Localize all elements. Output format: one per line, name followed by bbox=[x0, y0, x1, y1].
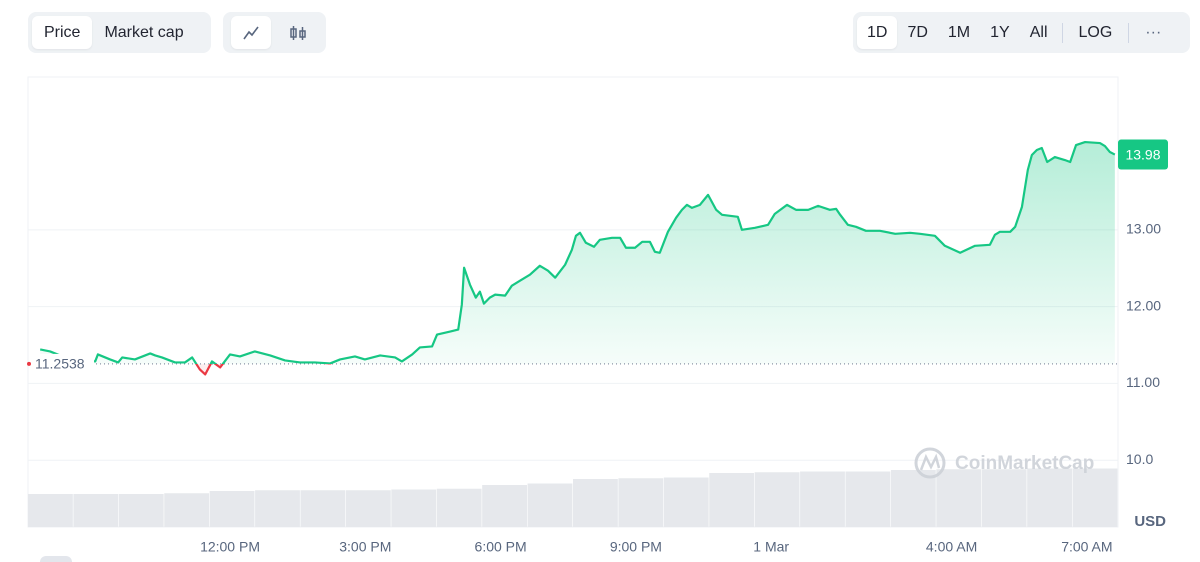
volume-bar bbox=[436, 488, 482, 527]
x-tick-label: 3:00 PM bbox=[339, 539, 391, 555]
watermark-logo bbox=[914, 447, 946, 479]
volume-bar bbox=[618, 478, 664, 527]
volume-bar bbox=[300, 490, 346, 527]
range-tab[interactable]: 1M bbox=[947, 24, 971, 41]
volume-bar bbox=[164, 493, 210, 527]
y-tick-label: 10.0 bbox=[1126, 451, 1153, 467]
range-tabs: 1D 7D 1M 1Y All LOG ··· bbox=[853, 12, 1190, 53]
watermark-text: CoinMarketCap bbox=[955, 453, 1094, 474]
volume-bar bbox=[73, 494, 119, 527]
range-tab[interactable]: 1D bbox=[857, 16, 898, 49]
separator bbox=[1061, 22, 1063, 43]
y-unit-label: USD bbox=[1134, 513, 1166, 530]
volume-bar bbox=[663, 477, 709, 527]
volume-bar bbox=[981, 469, 1027, 527]
watermark-logo-mark bbox=[919, 453, 941, 471]
chart-type-tabs bbox=[223, 12, 326, 53]
volume-bar bbox=[1072, 468, 1118, 527]
separator bbox=[1128, 22, 1130, 43]
more-button[interactable]: ··· bbox=[1145, 24, 1162, 41]
baseline-label: 11.2538 bbox=[35, 356, 85, 372]
range-tab[interactable]: All bbox=[1029, 24, 1048, 41]
candle-icon bbox=[290, 25, 306, 40]
x-tick-label: 9:00 PM bbox=[610, 539, 662, 555]
area-fill bbox=[40, 142, 1115, 375]
scroll-handle[interactable] bbox=[40, 556, 72, 562]
metric-tab[interactable]: Market cap bbox=[104, 24, 184, 41]
volume-bar bbox=[345, 490, 391, 527]
x-tick-label: 1 Mar bbox=[753, 539, 789, 555]
volume-bar bbox=[800, 471, 845, 527]
volume-bar bbox=[28, 494, 73, 527]
volume-bar bbox=[255, 490, 300, 527]
volume-bar bbox=[527, 483, 573, 527]
range-tab[interactable]: 7D bbox=[907, 24, 928, 41]
volume-bar bbox=[573, 479, 618, 527]
volume-bar bbox=[890, 470, 936, 527]
baseline-label-bg bbox=[32, 353, 94, 374]
line-icon bbox=[243, 26, 259, 40]
baseline-marker bbox=[27, 361, 31, 366]
line-chart-button[interactable] bbox=[230, 16, 271, 49]
volume-bar bbox=[709, 473, 755, 527]
volume-bar bbox=[936, 469, 982, 527]
metric-tabs: Price Market cap bbox=[28, 12, 211, 53]
y-tick-label: 12.00 bbox=[1126, 297, 1161, 313]
last-price-box bbox=[1118, 139, 1168, 170]
candle-chart-button[interactable] bbox=[278, 16, 318, 49]
price-line bbox=[39, 140, 1116, 376]
y-tick-label: 11.00 bbox=[1126, 374, 1160, 390]
volume-bar bbox=[209, 491, 255, 527]
volume-bar bbox=[118, 494, 164, 527]
x-tick-label: 6:00 PM bbox=[475, 539, 527, 555]
range-tab[interactable]: 1Y bbox=[990, 24, 1010, 41]
volume-bar bbox=[482, 485, 527, 527]
x-tick-label: 4:00 AM bbox=[926, 539, 977, 555]
volume-bar bbox=[1027, 468, 1072, 527]
volume-bar bbox=[754, 472, 800, 527]
metric-tab[interactable]: Price bbox=[32, 16, 93, 49]
volume-bar bbox=[391, 489, 437, 527]
x-tick-label: 12:00 PM bbox=[200, 539, 260, 555]
last-price-label: 13.98 bbox=[1125, 146, 1160, 162]
log-button[interactable]: LOG bbox=[1078, 24, 1113, 41]
volume-bar bbox=[845, 471, 891, 527]
y-tick-label: 13.00 bbox=[1126, 221, 1161, 237]
x-tick-label: 7:00 AM bbox=[1061, 539, 1112, 555]
watermark: CoinMarketCap bbox=[914, 447, 1094, 479]
